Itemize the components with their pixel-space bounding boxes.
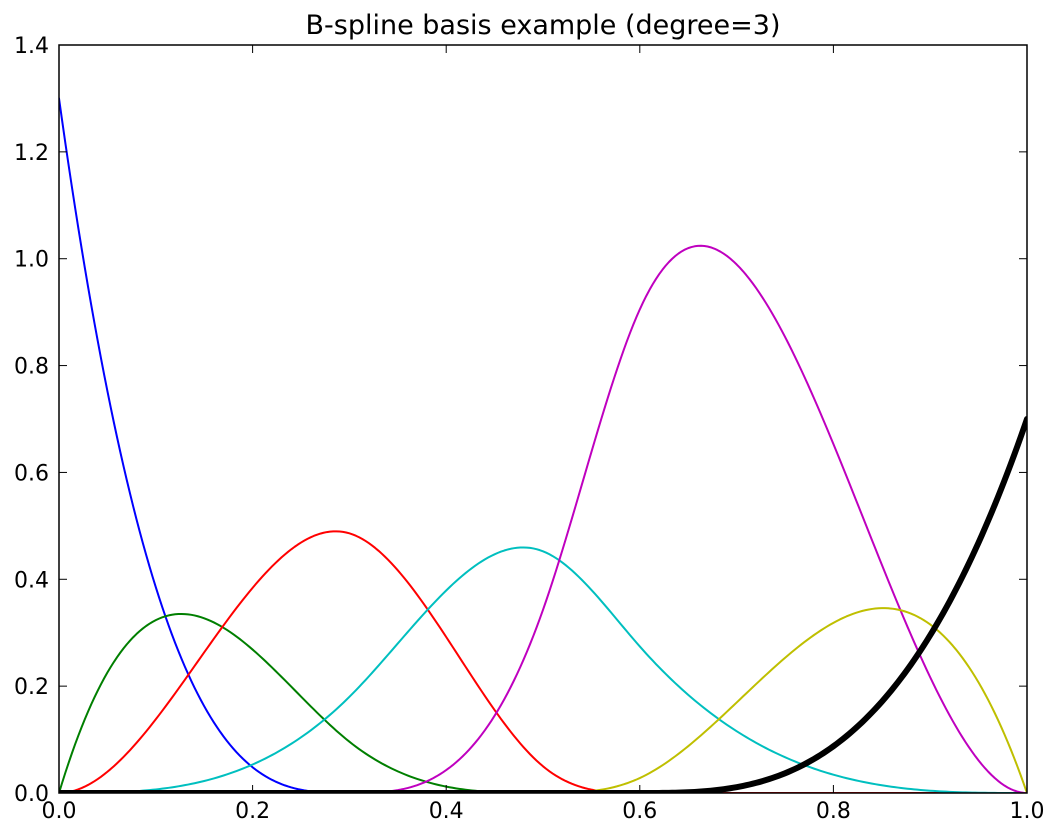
y-tick-label: 1.2: [14, 141, 49, 166]
ticks-layer: 0.0 0.2 0.4 0.6 0.8 1.0 0.0 0.2 0.4 0.6 0.8 1.0 1.2 1…: [14, 34, 1045, 824]
y-tick-label: 0.4: [14, 568, 49, 593]
y-tick-label: 0.8: [14, 355, 49, 380]
x-tick-label: 0.2: [235, 799, 270, 824]
x-tick-label: 0.4: [429, 799, 464, 824]
chart-title: B-spline basis example (degree=3): [306, 10, 781, 41]
y-tick-label: 0.2: [14, 675, 49, 700]
series-line-4: [59, 546, 1027, 793]
series-line-6: [59, 607, 1027, 793]
plot-frame: [58, 44, 1028, 794]
series-line-3: [59, 530, 1027, 793]
y-tick-label: 0.0: [14, 782, 49, 807]
x-tick-label: 0.0: [42, 799, 77, 824]
x-tick-label: 0.8: [816, 799, 851, 824]
series-line-1: [59, 97, 1027, 793]
series-layer: [59, 97, 1027, 793]
series-line-7: [59, 416, 1027, 793]
y-tick-label: 1.4: [14, 34, 49, 59]
y-tick-label: 1.0: [14, 248, 49, 273]
x-tick-label: 0.6: [622, 799, 657, 824]
series-line-2: [59, 612, 1027, 793]
series-line-5: [59, 244, 1027, 793]
y-tick-label: 0.6: [14, 461, 49, 486]
x-tick-label: 1.0: [1010, 799, 1045, 824]
